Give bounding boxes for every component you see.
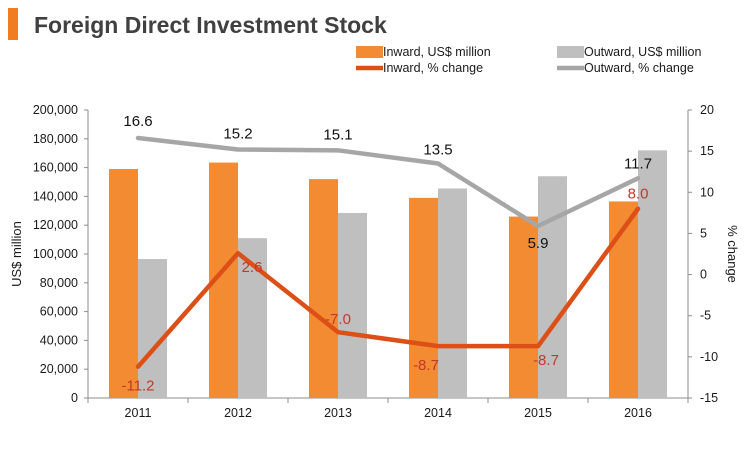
y-tick-label: 40,000 <box>40 333 78 347</box>
y2-axis-title: % change <box>725 225 740 283</box>
y2-tick-label: -15 <box>700 391 718 405</box>
inward-change-data-label: 2.6 <box>242 259 263 276</box>
legend-inward-bar-label: Inward, US$ million <box>383 45 491 59</box>
inward-change-data-label: -8.7 <box>533 352 559 369</box>
outward-change-data-label: 13.5 <box>423 141 452 158</box>
inward-change-data-label: -11.2 <box>121 378 154 395</box>
outward-bar <box>638 150 667 398</box>
inward-change-data-label: -8.7 <box>413 357 439 374</box>
page-title: Foreign Direct Investment Stock <box>34 12 387 38</box>
x-tick-label: 2011 <box>125 406 152 420</box>
y-tick-label: 20,000 <box>40 362 78 376</box>
inward-bar <box>609 201 638 398</box>
y2-tick-label: 10 <box>700 185 714 199</box>
inward-bar <box>409 197 438 398</box>
inward-bar <box>109 169 138 398</box>
y2-tick-label: 15 <box>700 144 714 158</box>
outward-change-line <box>135 135 641 229</box>
legend-outward-bar-label: Outward, US$ million <box>584 45 701 59</box>
inward-bar <box>509 216 538 398</box>
inward-change-line <box>135 206 641 369</box>
outward-bar <box>338 212 367 398</box>
title-accent-bar <box>8 8 18 40</box>
outward-change-data-label: 16.6 <box>123 113 152 130</box>
y2-tick-label: -5 <box>700 309 711 323</box>
y2-tick-label: 5 <box>700 226 707 240</box>
y2-tick-label: -10 <box>700 350 718 364</box>
x-tick-label: 2014 <box>424 406 452 420</box>
legend-outward-bar-swatch <box>557 46 584 58</box>
y-tick-label: 140,000 <box>33 189 78 203</box>
y-tick-label: 80,000 <box>40 276 78 290</box>
y-axis-title: US$ million <box>9 221 24 287</box>
y2-tick-label: 0 <box>700 268 707 282</box>
outward-change-data-label: 15.2 <box>223 125 252 142</box>
y-tick-label: 200,000 <box>33 103 78 117</box>
y-tick-label: 100,000 <box>33 247 78 261</box>
outward-change-data-label: 15.1 <box>323 126 352 143</box>
outward-change-data-label: 5.9 <box>528 235 549 252</box>
y2-tick-label: 20 <box>700 103 714 117</box>
x-tick-label: 2012 <box>224 406 252 420</box>
x-tick-label: 2013 <box>324 406 352 420</box>
outward-bar <box>138 259 167 398</box>
y-tick-label: 0 <box>71 391 78 405</box>
legend-inward-bar-swatch <box>356 46 383 58</box>
inward-bar <box>309 179 338 398</box>
outward-change-data-label: 11.7 <box>624 155 652 172</box>
outward-bar <box>438 188 467 398</box>
y-tick-label: 180,000 <box>33 132 78 146</box>
inward-change-data-label: 8.0 <box>628 186 649 203</box>
y-tick-label: 120,000 <box>33 218 78 232</box>
legend-inward-line-label: Inward, % change <box>383 61 483 75</box>
y-tick-label: 60,000 <box>40 305 78 319</box>
x-tick-label: 2016 <box>624 406 652 420</box>
legend-outward-line-label: Outward, % change <box>584 61 694 75</box>
inward-change-data-label: -7.0 <box>325 311 351 328</box>
x-tick-label: 2015 <box>524 406 552 420</box>
y-tick-label: 160,000 <box>33 161 78 175</box>
